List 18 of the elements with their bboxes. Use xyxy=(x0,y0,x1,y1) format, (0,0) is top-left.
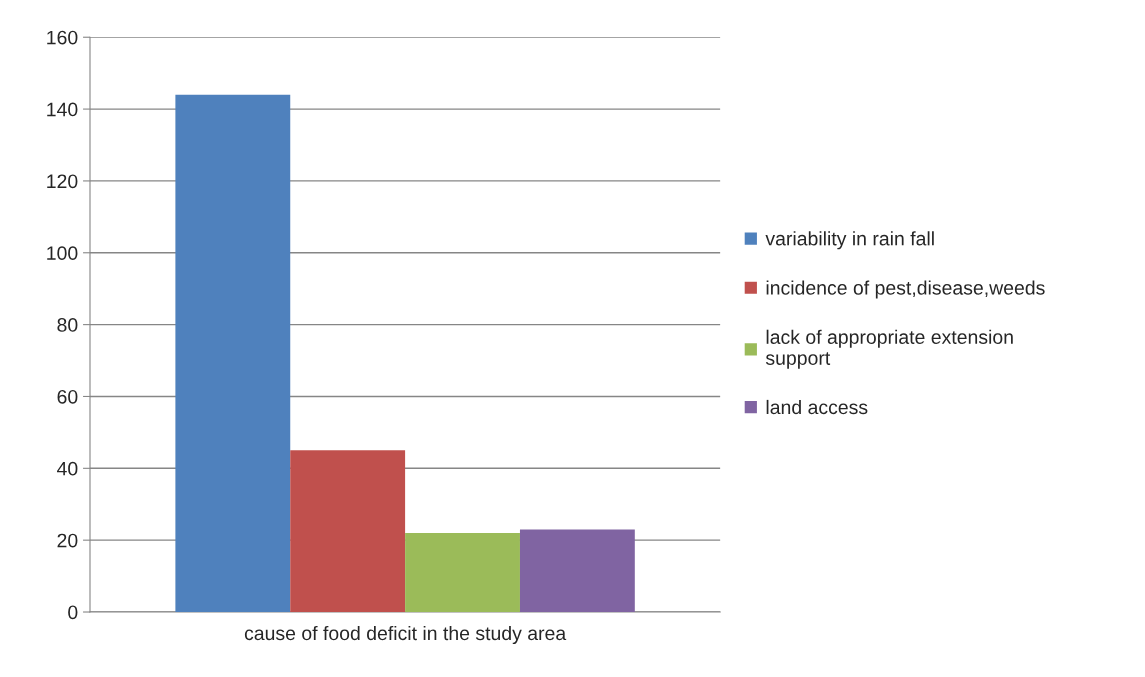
y-tick-label: 100 xyxy=(47,246,78,261)
y-tick-label: 160 xyxy=(47,30,78,45)
y-tick-label: 0 xyxy=(68,605,78,620)
legend-label: land access xyxy=(766,399,868,415)
bar xyxy=(290,450,406,613)
y-tick-label: 140 xyxy=(47,102,78,117)
x-tick-label: cause of food deficit in the study area xyxy=(244,625,567,645)
y-tick-label: 120 xyxy=(47,174,78,189)
bar xyxy=(519,529,635,613)
legend-label: incidence of pest,disease,weeds xyxy=(766,280,1045,299)
legend-label: lack of appropriate extension support xyxy=(765,329,1013,369)
bar xyxy=(405,532,520,613)
y-tick-label: 80 xyxy=(57,318,78,332)
y-tick-label: 20 xyxy=(57,533,78,548)
legend-label: variability in rain fall xyxy=(765,231,934,250)
y-tick-label: 60 xyxy=(57,389,78,404)
bar xyxy=(175,94,291,613)
y-tick-label: 40 xyxy=(57,461,78,476)
